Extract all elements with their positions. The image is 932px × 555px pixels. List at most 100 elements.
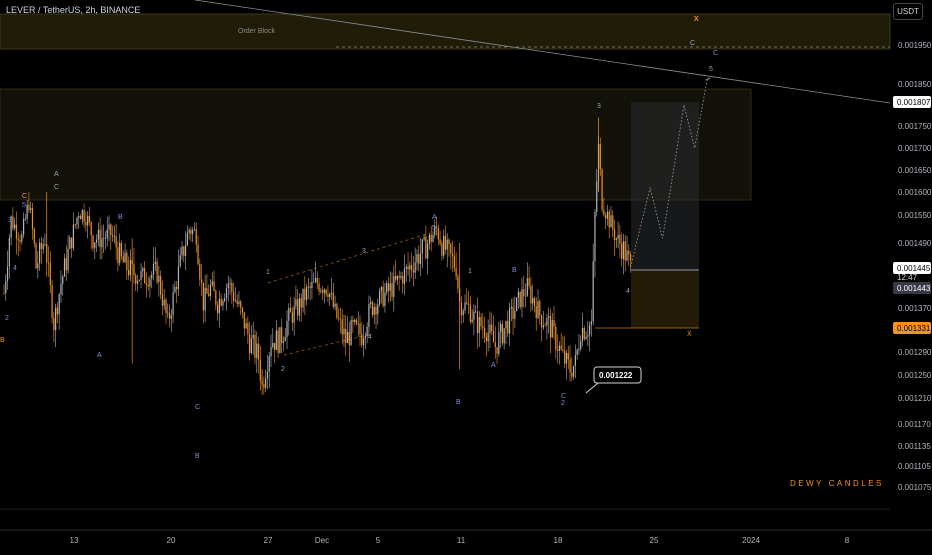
candle-body bbox=[119, 242, 121, 264]
candle-body bbox=[53, 317, 55, 331]
candle-body bbox=[357, 323, 359, 325]
candle-body bbox=[307, 286, 309, 288]
candle-body bbox=[103, 238, 105, 240]
candle-body bbox=[580, 341, 582, 349]
candle-body bbox=[151, 274, 153, 279]
wave-label: B bbox=[118, 214, 123, 221]
x-axis[interactable]: 13 20 27 Dec 5 11 18 25 2024 8 bbox=[70, 536, 850, 545]
candle-body bbox=[165, 299, 167, 313]
candle-body bbox=[421, 239, 423, 254]
candle-body bbox=[24, 218, 26, 220]
y-axis[interactable]: 0.001950 0.001850 0.001750 0.001700 0.001650… bbox=[898, 41, 932, 492]
x-tick-label: 27 bbox=[264, 536, 273, 545]
descending-trendline bbox=[194, 0, 891, 104]
candle-body bbox=[215, 291, 217, 305]
position-loss-zone bbox=[631, 270, 699, 328]
candle-body bbox=[81, 210, 83, 220]
candle-body bbox=[304, 288, 306, 301]
candle-body bbox=[37, 263, 39, 269]
candle-body bbox=[553, 319, 555, 327]
x-tick-label: Dec bbox=[315, 536, 329, 545]
channel-upper bbox=[267, 232, 431, 284]
candle-body bbox=[87, 215, 89, 226]
candle-body bbox=[195, 229, 197, 245]
x-tick-label: 13 bbox=[70, 536, 79, 545]
price-label-bg bbox=[893, 262, 931, 274]
candle-body bbox=[336, 303, 338, 318]
candle-body bbox=[128, 269, 130, 276]
candle-body bbox=[530, 286, 532, 304]
candle-body bbox=[590, 321, 592, 325]
candle-body bbox=[384, 292, 386, 307]
x-tick-label: 18 bbox=[554, 536, 563, 545]
candle-body bbox=[323, 289, 325, 293]
candle-body bbox=[281, 327, 283, 343]
candle-body bbox=[257, 343, 260, 360]
candle-body bbox=[250, 338, 253, 354]
candle-body bbox=[380, 287, 382, 292]
candle-body bbox=[435, 226, 438, 229]
candle-body bbox=[469, 305, 471, 322]
candle-body bbox=[44, 244, 46, 245]
candle-body bbox=[106, 229, 108, 239]
y-tick-label: 0.001105 bbox=[898, 462, 931, 471]
candle-body bbox=[548, 316, 550, 318]
candle-body bbox=[275, 330, 277, 350]
candle-body bbox=[33, 229, 35, 244]
candle-body bbox=[322, 290, 324, 293]
candle-body bbox=[231, 282, 233, 292]
candle-body bbox=[249, 334, 251, 354]
candle-body bbox=[85, 222, 87, 226]
candle-body bbox=[419, 253, 422, 264]
wave-label: 2 bbox=[281, 366, 285, 373]
candle-body bbox=[316, 277, 318, 284]
candle-body bbox=[161, 294, 164, 306]
currency-button[interactable]: USDT bbox=[893, 3, 923, 20]
candle-body bbox=[621, 243, 623, 260]
candle-body bbox=[88, 215, 91, 223]
candle-body bbox=[30, 208, 32, 210]
candle-body bbox=[395, 275, 397, 280]
x-tick-label: 20 bbox=[167, 536, 176, 545]
candle-body bbox=[240, 301, 242, 308]
candle-body bbox=[325, 289, 327, 295]
candle-body bbox=[209, 284, 212, 296]
candle-body bbox=[76, 217, 78, 225]
candle-body bbox=[521, 289, 523, 307]
candle-body bbox=[562, 349, 564, 351]
candle-body bbox=[594, 211, 596, 262]
candle-body bbox=[176, 286, 178, 290]
candle-body bbox=[69, 237, 71, 249]
candle-body bbox=[403, 268, 406, 284]
candle-body bbox=[460, 302, 463, 316]
candle-body bbox=[104, 238, 107, 240]
candle-body bbox=[65, 258, 67, 271]
candle-body bbox=[327, 294, 329, 297]
candle-body bbox=[35, 243, 37, 269]
candle-body bbox=[120, 242, 123, 257]
candle-body bbox=[475, 311, 477, 313]
candle-body bbox=[21, 234, 23, 242]
candle-body bbox=[284, 336, 286, 341]
candle-body bbox=[601, 169, 603, 210]
candle-body bbox=[83, 210, 85, 223]
candle-body bbox=[108, 224, 110, 230]
candle-body bbox=[266, 371, 269, 379]
candle-body bbox=[446, 239, 448, 250]
x-tick-label: 25 bbox=[650, 536, 659, 545]
resistance-zone bbox=[0, 88, 752, 201]
candle-body bbox=[273, 343, 276, 350]
candle-body bbox=[462, 310, 464, 316]
candle-body bbox=[514, 310, 516, 319]
candle-body bbox=[535, 306, 537, 318]
candle-body bbox=[172, 292, 174, 315]
candle-body bbox=[227, 283, 229, 289]
candle-body bbox=[92, 235, 94, 249]
candle-body bbox=[311, 282, 313, 289]
candle-body bbox=[15, 224, 18, 239]
candle-body bbox=[293, 306, 295, 323]
candle-body bbox=[122, 256, 124, 263]
candle-body bbox=[567, 352, 569, 360]
